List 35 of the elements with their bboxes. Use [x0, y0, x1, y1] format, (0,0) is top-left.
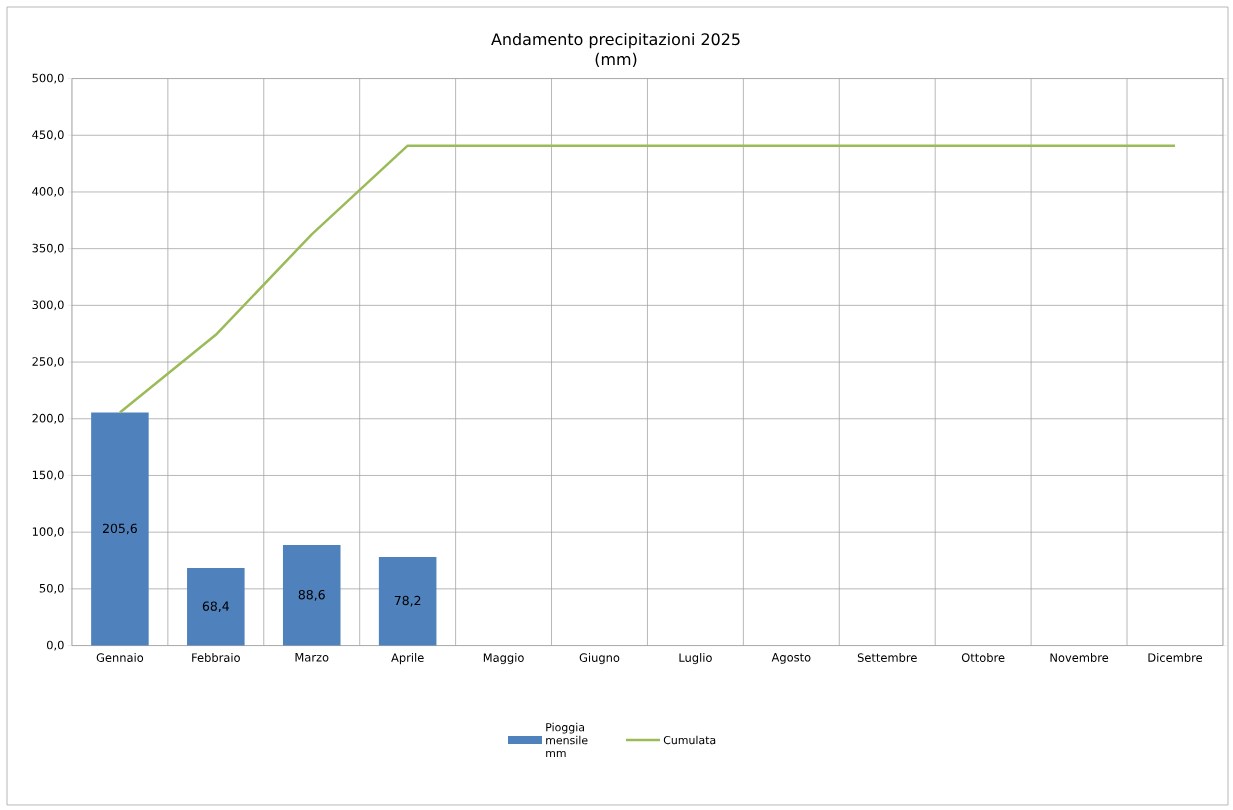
x-tick-label: Gennaio — [96, 653, 144, 662]
bar — [378, 556, 437, 646]
y-tick-label: 300,0 — [32, 300, 64, 311]
x-tick-label: Novembre — [1050, 653, 1109, 662]
y-tick-label: 450,0 — [32, 130, 64, 141]
y-tick-label: 100,0 — [32, 527, 64, 538]
data-label: 205,6 — [102, 523, 137, 535]
legend-label: Pioggia mensile mm — [546, 722, 588, 758]
bar — [91, 412, 149, 646]
x-tick-label: Agosto — [771, 653, 811, 664]
y-tick-label: 250,0 — [32, 357, 64, 367]
chart-subtitle: (mm) — [595, 52, 637, 68]
data-label: 88,6 — [298, 589, 325, 601]
legend-label: Cumulata — [663, 735, 716, 745]
x-tick-label: Luglio — [679, 653, 712, 665]
x-tick-label: Giugno — [579, 653, 620, 665]
y-tick-label: 150,0 — [32, 470, 64, 481]
x-tick-label: Aprile — [391, 653, 424, 665]
data-label: 78,2 — [394, 595, 421, 607]
x-tick-label: Febbraio — [192, 653, 240, 662]
y-tick-label: 200,0 — [32, 413, 64, 424]
x-tick-label: Dicembre — [1148, 653, 1203, 662]
x-tick-label: Maggio — [483, 653, 524, 665]
data-label: 68,4 — [202, 601, 229, 613]
bar — [282, 545, 341, 646]
chart-title: Andamento precipitazioni 2025 — [491, 32, 740, 49]
y-tick-label: 0,0 — [46, 640, 64, 651]
x-tick-label: Marzo — [295, 653, 329, 662]
x-tick-label: Settembre — [857, 653, 917, 662]
bar — [187, 567, 245, 646]
x-tick-label: Ottobre — [961, 653, 1005, 662]
y-tick-label: 400,0 — [32, 187, 64, 197]
y-tick-label: 350,0 — [32, 243, 64, 254]
y-tick-label: 50,0 — [39, 583, 64, 594]
y-tick-label: 500,0 — [32, 73, 64, 84]
